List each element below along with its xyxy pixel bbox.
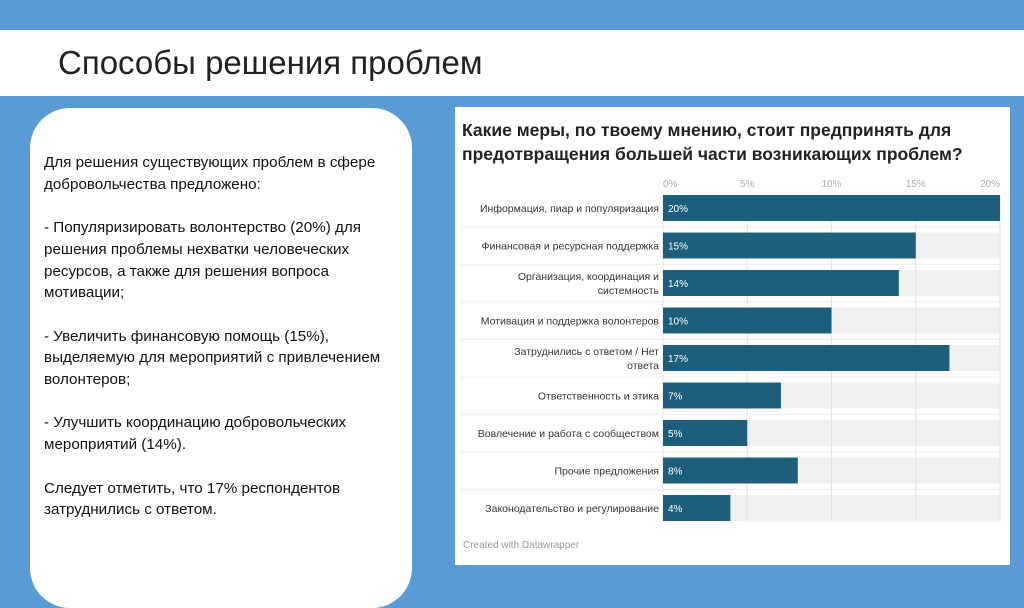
bar-value-label: 10% xyxy=(668,317,688,328)
bar xyxy=(663,382,781,409)
bar xyxy=(663,195,1000,221)
category-label: Организация, координация и xyxy=(518,271,659,283)
slide-body-text: Для решения существующих проблем в сфере… xyxy=(44,154,381,519)
bar-value-label: 5% xyxy=(668,429,683,440)
bar-value-label: 20% xyxy=(668,204,688,215)
x-tick-label: 0% xyxy=(663,179,678,190)
x-tick-label: 20% xyxy=(980,179,1000,190)
x-tick-label: 5% xyxy=(740,179,755,190)
bar-chart: 0% 5% 10% 15% 20% 20% Информация, пиар и попул… xyxy=(460,179,1001,522)
chart-panel xyxy=(455,107,1010,565)
chart-credit: Created with Datawrapper xyxy=(463,540,580,551)
bar xyxy=(663,270,899,296)
bar xyxy=(663,420,748,446)
category-label: Прочие предложения xyxy=(554,466,659,478)
chart-title: Какие меры, по твоему мнению, стоит пред… xyxy=(462,120,963,164)
slide-title: Способы решения проблем xyxy=(58,44,483,81)
bar-value-label: 8% xyxy=(668,467,683,478)
bar xyxy=(663,307,832,334)
x-tick-label: 10% xyxy=(821,179,841,190)
title-band xyxy=(0,30,1024,96)
bar xyxy=(663,457,798,484)
bar xyxy=(663,495,731,521)
category-label: Информация, пиар и популяризация xyxy=(480,203,659,215)
category-label: Вовлечение и работа с сообществом xyxy=(478,428,659,440)
bar-value-label: 14% xyxy=(668,279,688,290)
bar xyxy=(663,232,916,259)
x-tick-label: 15% xyxy=(906,179,926,190)
category-label: Ответственность и этика xyxy=(538,391,659,403)
category-label: Законодательство и регулирование xyxy=(485,503,659,515)
bar xyxy=(663,345,950,371)
category-label: системность xyxy=(598,285,660,297)
category-label: Финансовая и ресурсная поддержка xyxy=(482,241,660,253)
bar-value-label: 15% xyxy=(668,242,688,253)
category-label: Затруднились с ответом / Нет xyxy=(514,346,659,358)
bar-value-label: 4% xyxy=(668,504,683,515)
category-label: ответа xyxy=(627,360,659,372)
text-panel xyxy=(30,108,412,608)
bar-value-label: 7% xyxy=(668,392,683,403)
bar-value-label: 17% xyxy=(668,354,688,365)
category-label: Мотивация и поддержка волонтеров xyxy=(481,316,660,328)
